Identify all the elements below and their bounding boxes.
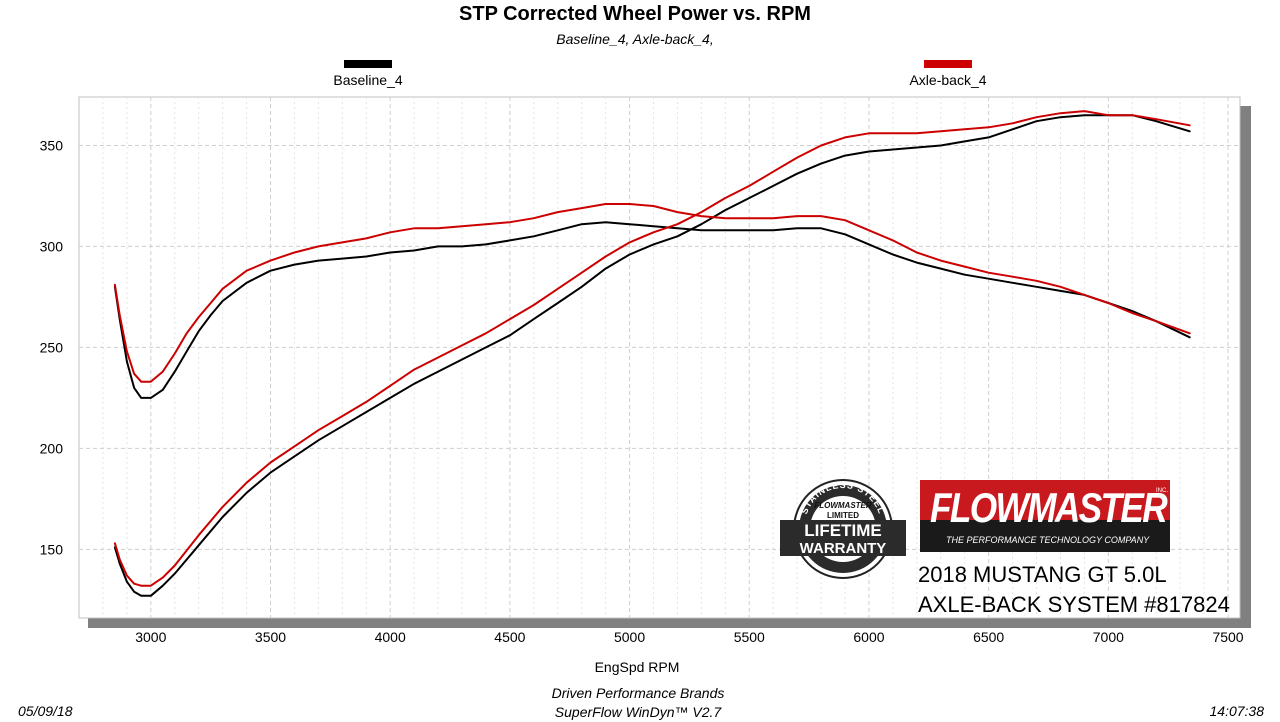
x-tick-label: 6000 — [853, 629, 884, 645]
x-tick-label: 5500 — [734, 629, 765, 645]
baseline-lower-curve — [113, 114, 1191, 597]
y-tick-label: 250 — [40, 339, 64, 355]
warranty-seal-logo: STAINLESS STEEL FLOWMASTER LIMITED LIFET… — [780, 479, 906, 579]
seal-limited: LIMITED — [827, 511, 859, 520]
chart-subtitle: Baseline_4, Axle-back_4, — [556, 31, 714, 47]
legend-swatch-axle-back — [924, 60, 972, 68]
x-tick-label: 4000 — [375, 629, 406, 645]
x-tick-label: 3500 — [255, 629, 286, 645]
flowmaster-logo-tagline: THE PERFORMANCE TECHNOLOGY COMPANY — [946, 535, 1150, 545]
x-tick-label: 7500 — [1212, 629, 1243, 645]
x-tick-label: 7000 — [1093, 629, 1124, 645]
series-lines — [113, 110, 1191, 597]
y-tick-label: 350 — [40, 137, 64, 153]
y-tick-label: 200 — [40, 440, 64, 456]
branding-block: STAINLESS STEEL FLOWMASTER LIMITED LIFET… — [780, 478, 1230, 623]
axle-back-lower-curve — [113, 110, 1191, 587]
x-tick-label: 4500 — [494, 629, 525, 645]
footer-center: Driven Performance Brands SuperFlow WinD… — [0, 684, 1276, 722]
chart-title: STP Corrected Wheel Power vs. RPM — [459, 3, 811, 25]
seal-line2: WARRANTY — [800, 540, 887, 557]
x-tick-label: 6500 — [973, 629, 1004, 645]
system-caption: AXLE-BACK SYSTEM #817824 — [918, 592, 1230, 617]
legend-label-axle-back: Axle-back_4 — [909, 72, 987, 88]
legend-item-baseline: Baseline_4 — [298, 60, 438, 88]
footer-software: SuperFlow WinDyn™ V2.7 — [554, 704, 722, 720]
footer-company: Driven Performance Brands — [551, 685, 725, 701]
x-tick-label: 5000 — [614, 629, 645, 645]
baseline-upper-curve — [113, 221, 1191, 399]
x-tick-label: 3000 — [135, 629, 166, 645]
flowmaster-logo-inc: INC. — [1156, 488, 1168, 494]
y-tick-label: 300 — [40, 238, 64, 254]
y-tick-label: 150 — [40, 541, 64, 557]
footer-time: 14:07:38 — [1209, 703, 1265, 719]
x-axis-label: EngSpd RPM — [595, 659, 680, 675]
vehicle-caption: 2018 MUSTANG GT 5.0L — [918, 562, 1167, 587]
seal-line1: LIFETIME — [804, 521, 881, 540]
legend-label-baseline: Baseline_4 — [333, 72, 403, 88]
legend-swatch-baseline — [344, 60, 392, 68]
axes: 3000 3500 4000 4500 5000 5500 6000 6500 7000 7500… — [40, 137, 1244, 645]
footer-date: 05/09/18 — [18, 703, 73, 719]
flowmaster-logo: FLOWMASTER INC. THE PERFORMANCE TECHNOLO… — [920, 480, 1170, 552]
axle-back-upper-curve — [113, 203, 1191, 383]
seal-brand: FLOWMASTER — [814, 501, 872, 510]
flowmaster-logo-name: FLOWMASTER — [930, 484, 1168, 531]
legend-item-axle-back: Axle-back_4 — [878, 60, 1018, 88]
